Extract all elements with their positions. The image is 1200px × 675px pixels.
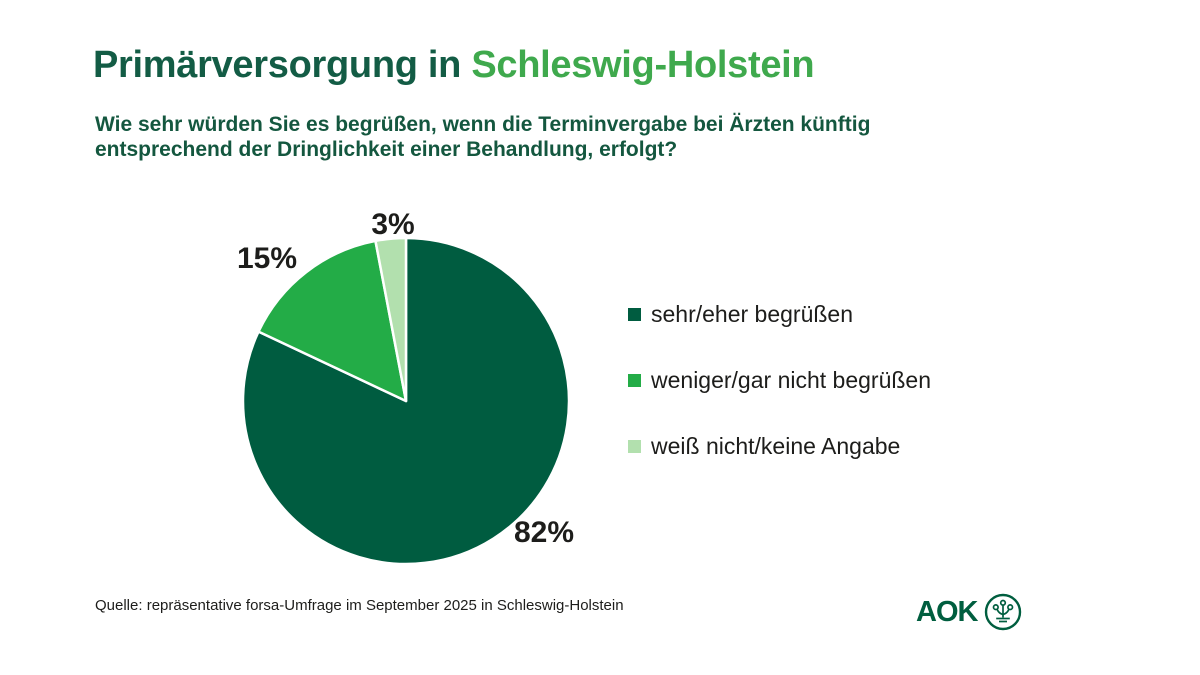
aok-logo: AOK (916, 592, 1023, 632)
legend: sehr/eher begrüßen weniger/gar nicht beg… (628, 300, 931, 500)
aok-tree-icon (985, 593, 1022, 631)
pie-label-weiss-nicht: 3% (371, 208, 415, 241)
pie-slice-2 (374, 236, 408, 403)
survey-question-line2: entsprechend der Dringlichkeit einer Beh… (95, 138, 678, 161)
page-title-prefix: Primärversorgung in (93, 44, 472, 86)
legend-swatch-dark-green-icon (628, 307, 641, 321)
pie-slice-1 (257, 239, 408, 403)
aok-logo-text: AOK (916, 596, 978, 628)
legend-swatch-light-green-icon (628, 439, 641, 453)
legend-swatch-green-icon (628, 373, 641, 387)
survey-question-line1: Wie sehr würden Sie es begrüßen, wenn di… (95, 113, 871, 136)
page-title-highlight: Schleswig-Holstein (471, 44, 815, 86)
pie-label-sehr-eher: 82% (513, 516, 575, 549)
survey-question: Wie sehr würden Sie es begrüßen, wenn di… (95, 112, 870, 162)
legend-item-weiss-nicht: weiß nicht/keine Angabe (628, 432, 931, 459)
legend-label: weiß nicht/keine Angabe (651, 432, 901, 459)
legend-label: weniger/gar nicht begrüßen (651, 366, 931, 393)
legend-label: sehr/eher begrüßen (651, 300, 854, 327)
legend-item-sehr-eher: sehr/eher begrüßen (628, 300, 931, 327)
page-title: Primärversorgung in Schleswig-Holstein (93, 44, 815, 87)
legend-item-weniger-gar-nicht: weniger/gar nicht begrüßen (628, 366, 931, 393)
source-note: Quelle: repräsentative forsa-Umfrage im … (95, 597, 624, 614)
pie-label-weniger-gar-nicht: 15% (236, 242, 298, 275)
